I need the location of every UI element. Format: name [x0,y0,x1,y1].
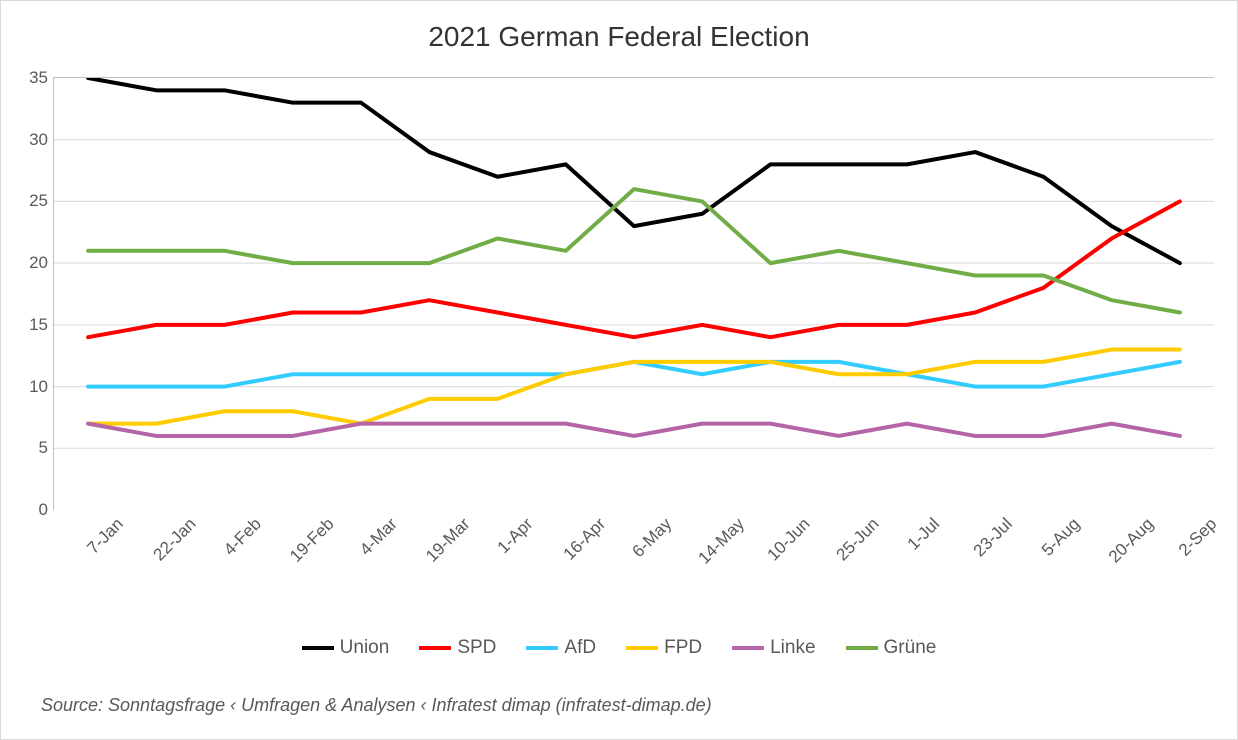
x-tick-label: 4-Mar [352,510,402,560]
chart-title: 2021 German Federal Election [1,21,1237,53]
legend-swatch [419,646,451,650]
legend-item-afd: AfD [526,637,596,659]
legend-label: Linke [770,637,815,659]
x-tick-label: 16-Apr [555,510,609,564]
x-tick-label: 6-May [624,510,676,562]
x-tick-label: 4-Feb [215,510,265,560]
legend-item-linke: Linke [732,637,815,659]
x-tick-label: 25-Jun [828,510,883,565]
y-tick-label: 10 [29,377,54,397]
series-line-afd [88,362,1180,387]
x-tick-label: 19-Mar [418,510,474,566]
legend-item-grüne: Grüne [846,637,937,659]
series-line-union [88,78,1180,263]
x-tick-label: 5-Aug [1034,510,1084,560]
legend-swatch [526,646,558,650]
legend-item-spd: SPD [419,637,496,659]
x-tick-label: 1-Apr [489,510,537,558]
y-tick-label: 30 [29,130,54,150]
x-tick-label: 1-Jul [899,510,943,554]
series-line-linke [88,424,1180,436]
legend-item-union: Union [302,637,390,659]
y-tick-label: 5 [39,438,54,458]
x-tick-label: 10-Jun [760,510,815,565]
legend-label: FPD [664,637,702,659]
y-tick-label: 35 [29,68,54,88]
x-tick-label: 7-Jan [79,510,127,558]
plot-area: 05101520253035 7-Jan22-Jan4-Feb19-Feb4-M… [53,77,1214,510]
legend-label: SPD [457,637,496,659]
source-note: Source: Sonntagsfrage ‹ Umfragen & Analy… [41,695,712,716]
y-tick-label: 0 [39,500,54,520]
chart-legend: Union SPD AfD FPD Linke Grüne [1,637,1237,659]
plot-svg [54,78,1214,510]
legend-label: Union [340,637,390,659]
series-line-grüne [88,189,1180,312]
x-tick-label: 2-Sep [1170,510,1220,560]
x-tick-label: 23-Jul [966,510,1017,561]
legend-swatch [732,646,764,650]
legend-swatch [846,646,878,650]
x-tick-label: 20-Aug [1100,510,1157,567]
x-tick-label: 14-May [690,510,748,568]
legend-swatch [302,646,334,650]
y-tick-label: 20 [29,253,54,273]
legend-label: AfD [564,637,596,659]
x-tick-label: 22-Jan [146,510,201,565]
legend-label: Grüne [884,637,937,659]
legend-item-fpd: FPD [626,637,702,659]
election-line-chart: 2021 German Federal Election 05101520253… [0,0,1238,740]
series-line-spd [88,201,1180,337]
y-tick-label: 25 [29,191,54,211]
y-tick-label: 15 [29,315,54,335]
x-tick-label: 19-Feb [282,510,338,566]
legend-swatch [626,646,658,650]
